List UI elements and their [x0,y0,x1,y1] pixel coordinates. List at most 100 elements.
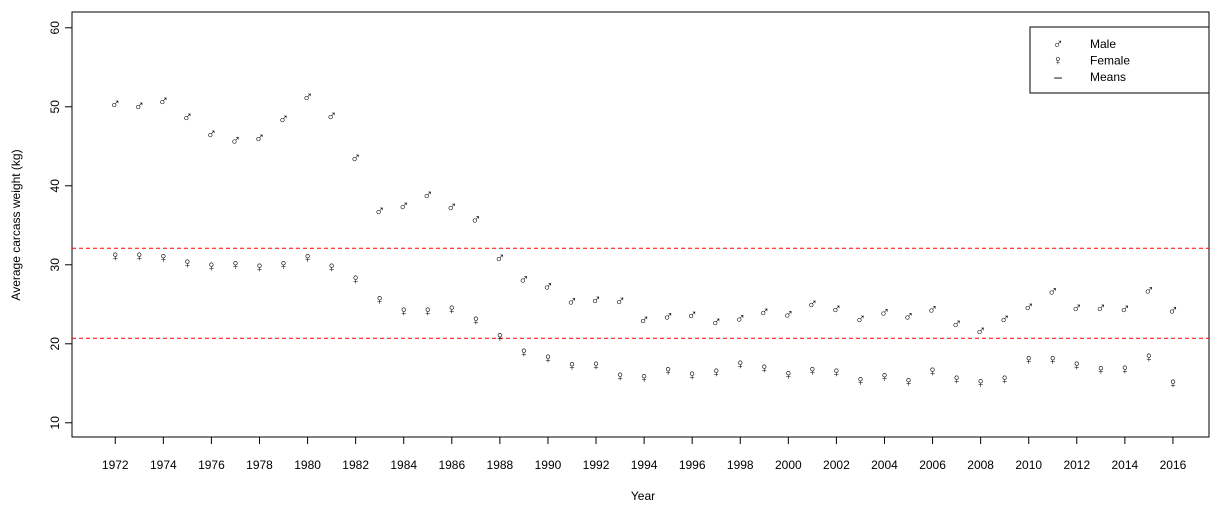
point: ♂ [1095,300,1106,317]
point: ♂ [278,111,289,128]
point: ♀ [182,255,193,272]
point: ♀ [1047,351,1058,368]
legend-label: Means [1090,70,1126,84]
y-tick-label: 50 [48,100,62,114]
point: ♀ [278,257,289,274]
point: ♀ [807,362,818,379]
point: ♀ [326,259,337,276]
x-tick-label: 2014 [1112,458,1139,472]
x-tick-label: 1978 [246,458,273,472]
x-tick-label: 2008 [967,458,994,472]
point: ♀ [350,271,361,288]
x-tick-label: 1984 [390,458,417,472]
x-tick-label: 2012 [1063,458,1090,472]
point: ♀ [302,249,313,266]
point: ♂ [711,314,722,331]
point: ♂ [783,306,794,323]
point: ♀ [398,303,409,320]
x-tick-label: 1996 [679,458,706,472]
point: ♀ [590,357,601,374]
x-tick-label: 1982 [342,458,369,472]
point: ♀ [206,258,217,275]
point: ♀ [494,328,505,345]
point: ♂ [999,311,1010,328]
point: ♂ [975,323,986,340]
point: ♂ [518,272,529,289]
point: ♂ [566,294,577,311]
x-axis-label: Year [631,489,655,503]
point: ♀ [254,259,265,276]
point: ♂ [951,316,962,333]
legend-label: Female [1090,54,1130,68]
x-tick-label: 1988 [487,458,514,472]
point: ♀ [1071,357,1082,374]
x-tick-label: 1976 [198,458,225,472]
point: ♀ [614,368,625,385]
point: ♀ [975,374,986,391]
legend-label: Male [1090,37,1116,51]
point: ♀ [446,301,457,318]
point: ♂ [494,250,505,267]
point: ♂ [831,301,842,318]
x-tick-label: 1980 [294,458,321,472]
point: ♀ [735,356,746,373]
x-tick-label: 2000 [775,458,802,472]
point: ♀ [158,249,169,266]
point: ♂ [807,296,818,313]
point: ♀ [518,344,529,361]
x-tick-label: 2016 [1160,458,1187,472]
x-tick-label: 2002 [823,458,850,472]
point: ♂ [350,150,361,167]
point: ♂ [398,198,409,215]
y-tick-label: 10 [48,416,62,430]
point: ♂ [855,311,866,328]
point: ♂ [687,307,698,324]
point: ♂ [590,292,601,309]
point: ♂ [879,305,890,322]
point: ♂ [1143,283,1154,300]
point: ♀ [879,369,890,386]
point: ♀ [783,366,794,383]
point: ♀ [638,370,649,387]
point: ♀ [230,257,241,274]
y-tick-label: 20 [48,337,62,351]
point: ♀ [1119,361,1130,378]
x-tick-label: 1972 [102,458,129,472]
point: ♀ [951,371,962,388]
point: ♂ [422,187,433,204]
point: ♀ [927,363,938,380]
x-tick-label: 1998 [727,458,754,472]
point: ♀ [903,373,914,390]
point: ♂ [1071,300,1082,317]
point: ♀ [110,248,121,265]
point: ♂ [1119,301,1130,318]
point: ♂ [1167,302,1178,319]
point: ♀ [831,364,842,381]
point: ♀ [687,367,698,384]
point: ♂ [326,108,337,125]
point: ♂ [446,199,457,216]
point: ♀ [470,312,481,329]
point: ♂ [1047,283,1058,300]
legend-symbol: ♂ [1053,36,1064,52]
point: ♂ [134,98,145,115]
legend-box [1029,26,1210,94]
point: ♀ [1143,349,1154,366]
y-axis-label: Average carcass weight (kg) [9,149,23,300]
point: ♀ [422,303,433,320]
point: ♀ [542,350,553,367]
point: ♀ [1095,362,1106,379]
point: ♂ [470,212,481,229]
point: ♂ [182,109,193,126]
x-tick-label: 1974 [150,458,177,472]
point: ♀ [1167,375,1178,392]
point: ♀ [759,360,770,377]
point: ♀ [374,291,385,308]
point: ♀ [134,248,145,265]
point: ♂ [663,309,674,326]
point: ♂ [614,293,625,310]
point: ♀ [999,371,1010,388]
y-tick-label: 60 [48,21,62,35]
point: ♀ [855,373,866,390]
